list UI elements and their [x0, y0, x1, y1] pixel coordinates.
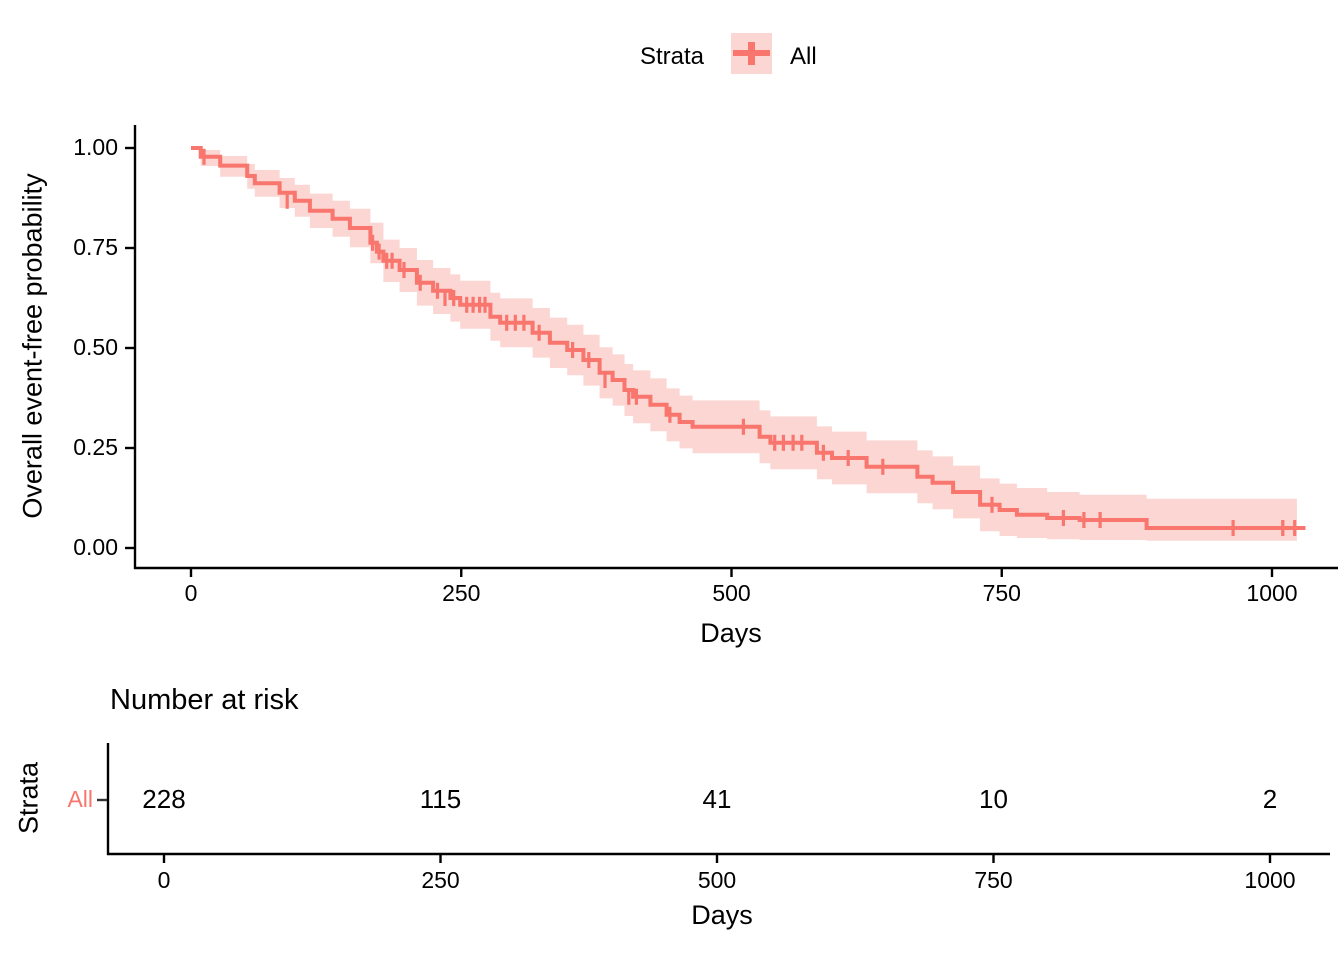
risk-table-title: Number at risk: [110, 684, 299, 716]
risk-row-label-all: All: [67, 786, 93, 812]
legend-cross-icon: [748, 42, 755, 65]
legend-key: [731, 33, 772, 74]
legend-title: Strata: [640, 43, 705, 70]
y-axis-title: Overall event-free probability: [17, 173, 48, 519]
confidence-band: [191, 148, 1297, 541]
risk-x-axis-title: Days: [691, 900, 753, 930]
x-axis-title: Days: [700, 618, 762, 648]
km-curve: [191, 146, 1306, 530]
legend-item-label: All: [790, 43, 817, 70]
